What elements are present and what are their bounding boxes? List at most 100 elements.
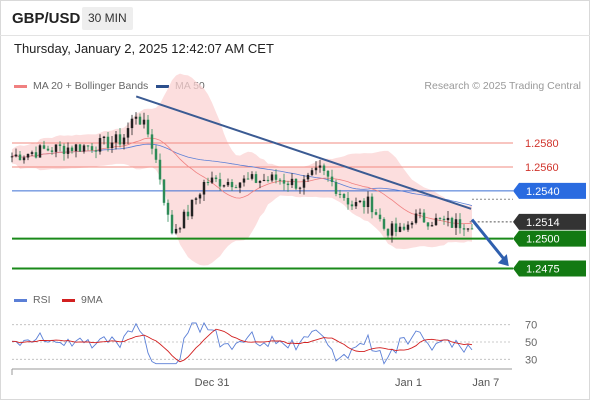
candle-body (302, 179, 306, 188)
level-tag-1.2514 (513, 213, 586, 230)
candle-body (130, 118, 134, 129)
candle-body (418, 212, 422, 214)
candle-body (258, 181, 262, 183)
level-label-1.2540: 1.2540 (526, 186, 560, 198)
candle-body (338, 193, 342, 195)
candle-body (454, 219, 458, 228)
candle-body (22, 157, 26, 161)
ma20-swatch (14, 84, 27, 88)
candle-body (18, 154, 22, 161)
candle-body (190, 199, 194, 217)
candle-body (438, 217, 442, 219)
candle-body (330, 176, 334, 183)
candle-body (38, 145, 42, 158)
level-label-1.2500: 1.2500 (526, 234, 560, 246)
candle-body (134, 116, 138, 119)
candle-body (250, 174, 254, 179)
level-tag-1.2475 (513, 260, 586, 277)
candle-body (466, 228, 470, 230)
candle-body (402, 226, 406, 230)
forecast-arrow-shaft (470, 218, 506, 262)
candle-body (274, 174, 278, 180)
candle-body (350, 204, 354, 207)
candle-body (146, 119, 150, 135)
candle-body (270, 174, 274, 181)
rsi-tick-70: 70 (525, 320, 537, 332)
candle-body (234, 187, 238, 189)
candle-body (446, 217, 450, 221)
candle-body (238, 182, 242, 188)
candle-body (142, 119, 146, 125)
candle-body (290, 178, 294, 186)
candle-body (282, 180, 286, 184)
candle-body (26, 153, 30, 158)
level-label-1.2580: 1.2580 (525, 138, 559, 150)
chart-header: GBP/USD 30 MIN (0, 0, 590, 36)
candle-body (334, 182, 338, 194)
candle-body (242, 178, 246, 183)
candle-body (426, 222, 430, 227)
level-label-1.2475: 1.2475 (526, 263, 560, 275)
rsi-swatch (14, 298, 27, 302)
rsi-tick-30: 30 (525, 354, 537, 366)
candle-body (126, 128, 130, 138)
candle-body (50, 150, 54, 152)
candle-body (210, 177, 214, 183)
candle-body (306, 174, 310, 180)
candle-body (470, 228, 474, 230)
candle-body (370, 196, 374, 213)
candle-body (254, 174, 258, 183)
candle-body (194, 198, 198, 200)
candle-body (442, 218, 446, 221)
candle-body (230, 182, 234, 188)
candle-body (90, 146, 94, 151)
candle-body (342, 194, 346, 198)
candle-body (86, 145, 90, 147)
ma9-swatch (62, 298, 75, 302)
candle-body (318, 165, 322, 168)
candle-body (10, 156, 14, 158)
x-label-Jan-1: Jan 1 (395, 377, 422, 389)
candle-body (310, 170, 314, 175)
candle-body (414, 213, 418, 223)
legend-rsi: RSI (14, 294, 51, 306)
candle-body (94, 150, 98, 152)
candle-body (378, 214, 382, 220)
ma20-line (11, 137, 473, 225)
bearish-trendline (135, 95, 472, 210)
candle-body (162, 179, 166, 203)
candle-body (406, 224, 410, 230)
candle-body (226, 182, 230, 186)
level-label-1.2560: 1.2560 (525, 162, 559, 174)
candle-body (46, 148, 50, 151)
rsi-9ma-line (11, 328, 473, 363)
candle-body (286, 183, 290, 186)
level-tag-1.2500 (513, 230, 586, 247)
candle-body (102, 136, 106, 139)
candle-body (394, 223, 398, 232)
candle-body (298, 187, 302, 189)
bollinger-band (12, 73, 472, 266)
candle-body (62, 145, 66, 154)
timeframe-badge[interactable]: 30 MIN (82, 7, 133, 30)
level-tag-1.2540 (513, 182, 586, 199)
candle-body (430, 225, 434, 227)
candle-body (202, 181, 206, 195)
candle-body (294, 178, 298, 189)
candle-body (118, 134, 122, 145)
legend-9ma: 9MA (62, 294, 103, 306)
candle-body (98, 138, 102, 152)
candle-body (182, 211, 186, 229)
candle-body (346, 197, 350, 205)
candle-body (326, 170, 330, 177)
ma20-label: MA 20 + Bollinger Bands (33, 80, 149, 92)
candle-body (34, 152, 38, 158)
candle-body (74, 144, 78, 152)
rsi-tick-50: 50 (525, 337, 537, 349)
candle-body (138, 116, 142, 125)
candle-body (322, 165, 326, 171)
candle-body (410, 222, 414, 225)
forecast-arrowhead (497, 254, 509, 267)
candle-body (362, 200, 366, 208)
